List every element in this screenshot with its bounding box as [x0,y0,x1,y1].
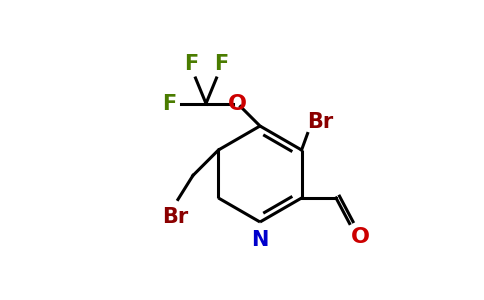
Text: O: O [351,226,370,247]
Text: N: N [251,230,269,250]
Text: F: F [184,53,198,74]
Text: Br: Br [307,112,334,132]
Text: F: F [214,53,228,74]
Text: O: O [228,94,247,113]
Text: F: F [162,94,176,113]
Text: Br: Br [162,207,188,227]
